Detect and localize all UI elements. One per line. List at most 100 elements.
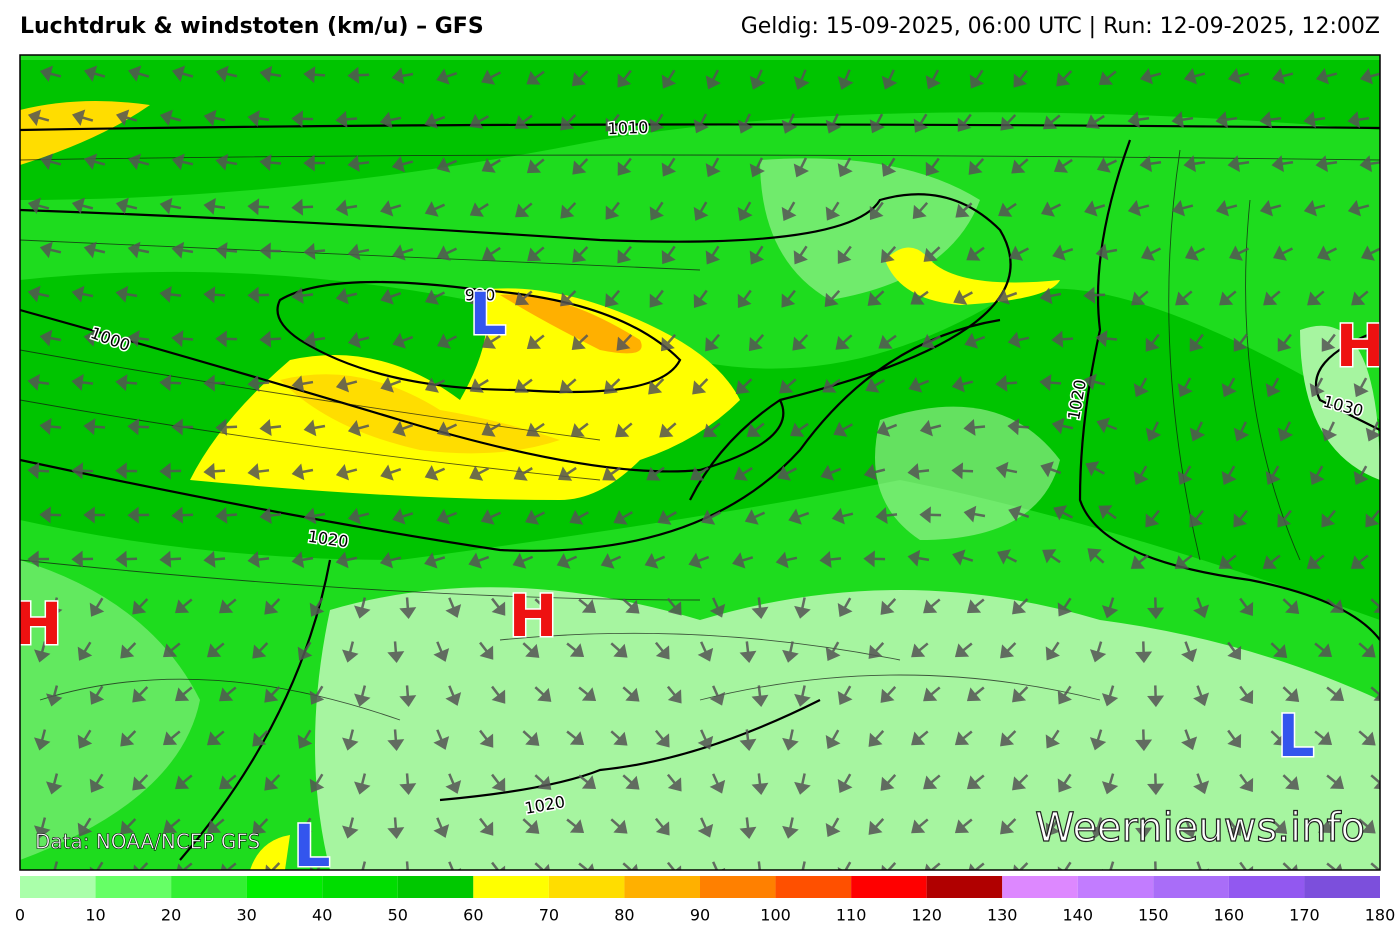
wind-arrow [793,245,808,265]
wind-arrow [649,113,665,133]
wind-arrow [951,375,974,393]
wind-arrow [1145,509,1160,528]
wind-arrow [705,157,721,178]
wind-arrow [865,377,885,393]
wind-arrow [1147,773,1165,796]
credit: Data: NOAA/NCEP GFS [35,830,260,854]
wind-arrow [347,331,370,349]
wind-arrow [748,333,765,352]
wind-arrow [692,378,709,395]
wind-arrow [825,729,841,750]
wind-arrow [831,507,854,525]
wind-arrow [907,463,930,480]
wind-arrow [792,334,809,351]
wind-arrow [1043,114,1061,130]
wind-arrow [1135,729,1153,752]
wind-arrow [392,244,414,261]
wind-arrow [252,818,269,835]
wind-arrow [622,686,640,702]
wind-arrow [919,419,942,437]
wind-arrow [1133,465,1149,486]
wind-arrow [127,241,150,259]
colorbar-segment [246,876,323,898]
wind-arrow [479,817,494,836]
wind-arrow [215,242,238,260]
wind-arrow [666,685,682,704]
wind-arrow [794,597,811,619]
wind-arrow [83,506,106,524]
wind-arrow [966,246,985,261]
colorbar-tick-label: 120 [911,906,942,925]
wind-arrow [880,245,897,264]
wind-arrow [259,242,282,260]
pressure-center: H [14,590,63,658]
wind-arrow [733,466,753,481]
colorbar-segment [20,876,96,898]
wind-arrow [1314,642,1333,658]
wind-arrow [610,642,628,658]
wind-arrow [291,198,314,216]
wind-arrow [1052,244,1074,261]
wind-arrow [491,685,506,704]
wind-arrow [781,113,798,134]
wind-arrow [732,552,754,569]
wind-arrow [335,376,358,393]
wind-arrow [27,462,50,480]
wind-arrow [515,202,533,218]
wind-arrow [526,158,545,174]
wind-arrow [660,333,677,352]
wind-arrow [749,245,765,265]
colorbar-tick-label: 70 [539,906,559,925]
wind-arrow [782,817,799,839]
wind-arrow [481,69,502,85]
wind-arrow [354,685,371,707]
wind-arrow [342,641,359,663]
wind-arrow [661,157,677,177]
wind-arrow [392,332,414,349]
wind-arrow [259,330,282,348]
wind-arrow [120,730,137,747]
wind-arrow [1012,598,1029,615]
wind-arrow [1271,155,1294,173]
wind-arrow [1227,641,1242,661]
wind-arrow [968,158,985,175]
title: Luchtdruk & windstoten (km/u) – GFS [20,14,484,39]
watermark: Weernieuws.info [1035,805,1365,851]
wind-arrow [354,597,371,619]
wind-arrow [751,597,769,619]
wind-arrow [571,334,589,351]
wind-arrow [83,153,106,170]
wind-arrow [1084,200,1106,217]
wind-arrow [445,597,462,618]
wind-arrow [1051,417,1074,435]
wind-arrow [648,378,665,395]
wind-arrow [1193,685,1210,707]
wind-arrow [163,818,181,834]
wind-arrow [128,65,150,82]
wind-arrow [880,598,897,615]
wind-arrow [868,642,885,659]
wind-arrow [654,641,670,660]
wind-arrow [1307,290,1325,306]
wind-arrow [83,418,106,436]
wind-arrow [825,641,841,662]
wind-arrow [303,507,326,525]
wind-arrow [1057,773,1072,793]
wind-arrow [1270,730,1288,747]
wind-arrow [1239,773,1254,793]
wind-arrow [1089,817,1107,839]
wind-arrow [911,642,929,658]
wind-arrow [481,246,501,261]
wind-arrow [335,551,358,569]
wind-arrow [215,506,238,524]
wind-arrow [1096,417,1118,434]
wind-arrow [132,686,149,703]
wind-arrow [309,773,325,793]
wind-arrow [1259,199,1282,217]
wind-arrow [77,729,93,749]
wind-arrow [335,463,358,481]
wind-arrow [912,201,929,220]
wind-arrow [27,550,50,568]
wind-arrow [604,289,621,308]
map-frame [19,54,1381,871]
